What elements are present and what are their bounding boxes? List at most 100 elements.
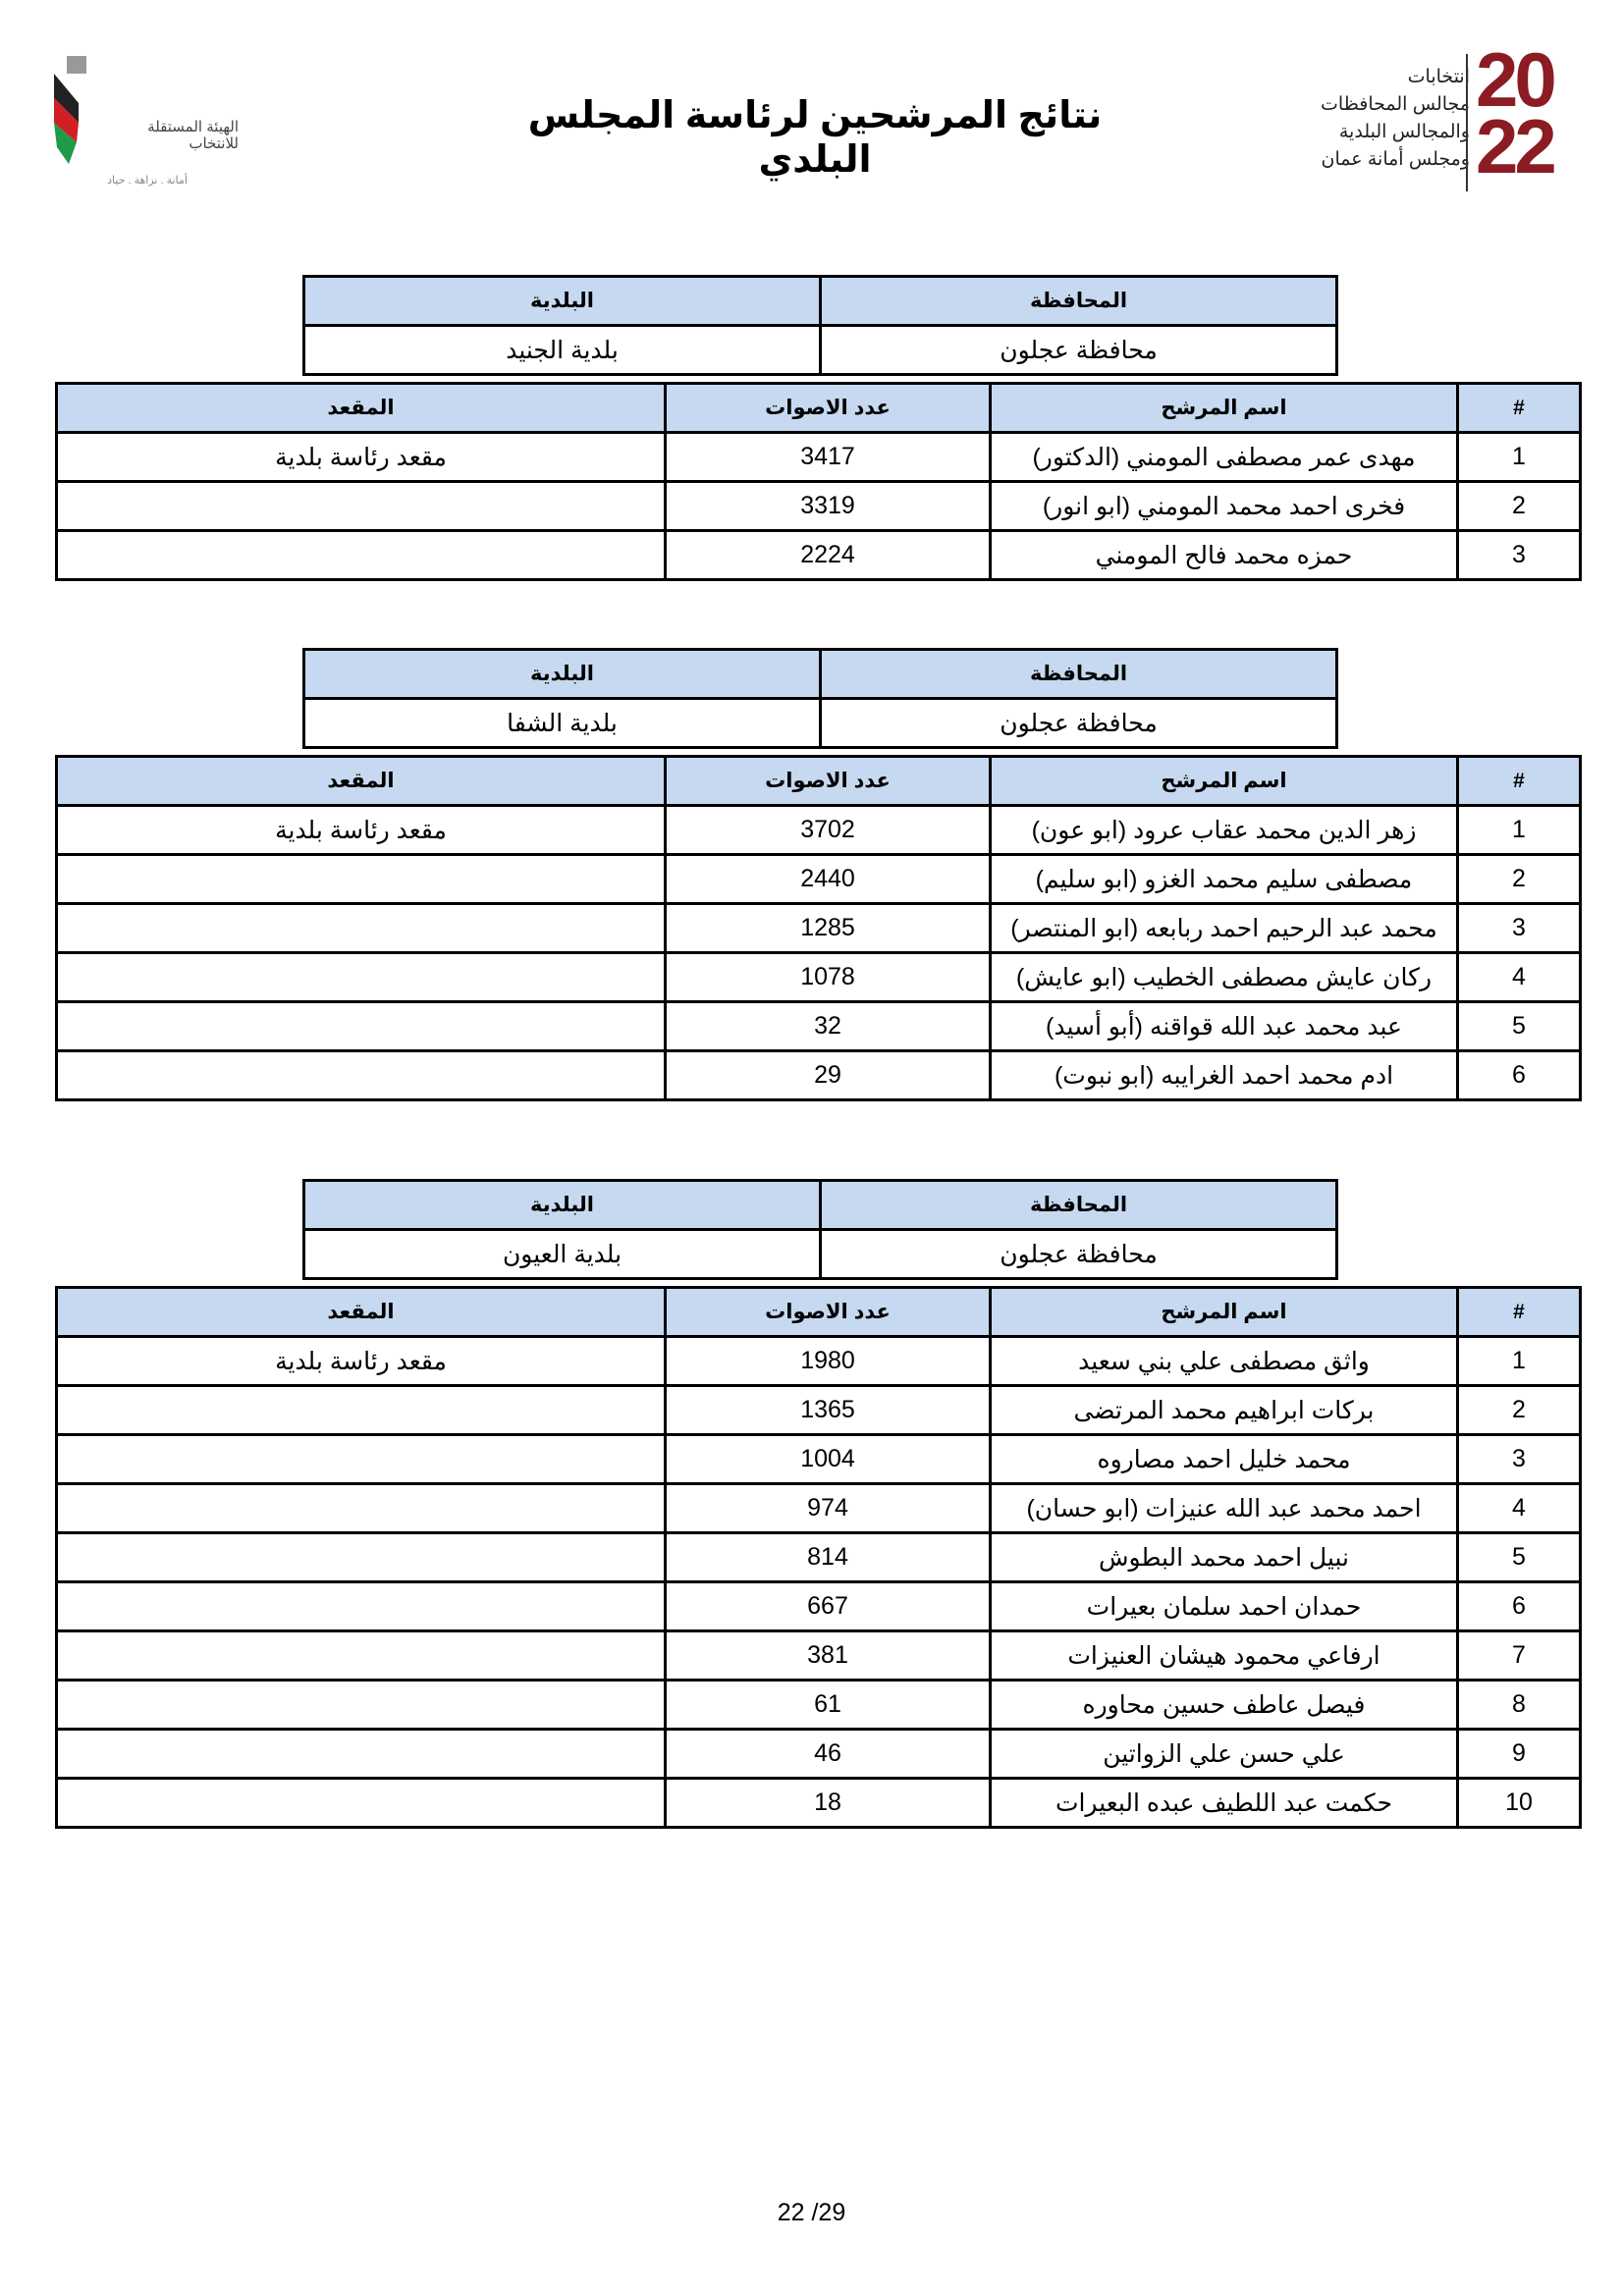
candidate-name: فخرى احمد محمد المومني (ابو انور) (989, 480, 1459, 532)
municipality-header: البلدية (302, 1179, 822, 1231)
municipality-value: بلدية الشفا (302, 697, 822, 749)
candidate-name: ركان عايش مصطفى الخطيب (ابو عايش) (989, 951, 1459, 1003)
row-index: 3 (1456, 529, 1582, 581)
seat (55, 1580, 667, 1632)
row-index: 6 (1456, 1580, 1582, 1632)
row-index: 10 (1456, 1777, 1582, 1829)
municipality-value: بلدية الجنيد (302, 324, 822, 376)
seat (55, 1531, 667, 1583)
elections-year: 20 22 (1476, 36, 1557, 189)
row-index: 1 (1456, 804, 1582, 856)
table-row: 9 علي حسن علي الزواتين 46 (55, 1728, 1582, 1780)
municipality-value: بلدية العيون (302, 1228, 822, 1280)
municipality-header: البلدية (302, 648, 822, 700)
row-index: 8 (1456, 1679, 1582, 1731)
row-index: 1 (1456, 1335, 1582, 1387)
vote-count: 3319 (664, 480, 992, 532)
table-row: 8 فيصل عاطف حسين محاوره 61 (55, 1679, 1582, 1731)
table-row: 7 ارفاعي محمود هيشان العنيزات 381 (55, 1629, 1582, 1682)
table-row: 2 فخرى احمد محمد المومني (ابو انور) 3319 (55, 480, 1582, 532)
table-row: 1 مهدى عمر مصطفى المومني (الدكتور) 3417 … (55, 431, 1582, 483)
candidates-table: # اسم المرشح عدد الاصوات المقعد 1 مهدى ع… (55, 382, 1582, 581)
row-index: 5 (1456, 1000, 1582, 1052)
seat (55, 480, 667, 532)
row-index: 2 (1456, 853, 1582, 905)
candidate-header: اسم المرشح (989, 1286, 1459, 1338)
votes-header: عدد الاصوات (664, 1286, 992, 1338)
candidate-name: علي حسن علي الزواتين (989, 1728, 1459, 1780)
candidate-name: محمد خليل احمد مصاروه (989, 1433, 1459, 1485)
candidate-name: مصطفى سليم محمد الغزو (ابو سليم) (989, 853, 1459, 905)
seat (55, 529, 667, 581)
index-header: # (1456, 382, 1582, 434)
table-row: 6 ادم محمد احمد الغرايبه (ابو نبوت) 29 (55, 1049, 1582, 1101)
table-row: 3 حمزه محمد فالح المومني 2224 (55, 529, 1582, 581)
governorate-value: محافظة عجلون (819, 1228, 1338, 1280)
vote-count: 1078 (664, 951, 992, 1003)
elections-logo-text: انتخابات مجالس المحافظات والمجالس البلدي… (1321, 67, 1470, 170)
iec-logo: الهيئة المستقلة للانتخاب أمانة . نزاهة .… (49, 54, 245, 191)
iec-tagline: أمانة . نزاهة . حياد (107, 175, 188, 187)
vote-count: 1365 (664, 1384, 992, 1436)
candidate-name: فيصل عاطف حسين محاوره (989, 1679, 1459, 1731)
seat: مقعد رئاسة بلدية (55, 804, 667, 856)
governorate-header: المحافظة (819, 275, 1338, 327)
seat (55, 853, 667, 905)
table-row: 2 بركات ابراهيم محمد المرتضى 1365 (55, 1384, 1582, 1436)
table-row: 5 عبد محمد عبد الله قواقنه (أبو أسيد) 32 (55, 1000, 1582, 1052)
page-number: 22 /29 (777, 2199, 846, 2226)
row-index: 3 (1456, 1433, 1582, 1485)
row-index: 4 (1456, 1482, 1582, 1534)
seat (55, 1629, 667, 1682)
vote-count: 61 (664, 1679, 992, 1731)
governorate-value: محافظة عجلون (819, 324, 1338, 376)
seat: مقعد رئاسة بلدية (55, 431, 667, 483)
vote-count: 18 (664, 1777, 992, 1829)
candidate-name: عبد محمد عبد الله قواقنه (أبو أسيد) (989, 1000, 1459, 1052)
candidate-name: واثق مصطفى علي بني سعيد (989, 1335, 1459, 1387)
location-table: المحافظة البلدية محافظة عجلون بلدية الجن… (302, 275, 1338, 376)
seat: مقعد رئاسة بلدية (55, 1335, 667, 1387)
vote-count: 32 (664, 1000, 992, 1052)
vote-count: 1285 (664, 902, 992, 954)
seat (55, 1049, 667, 1101)
vote-count: 29 (664, 1049, 992, 1101)
row-index: 2 (1456, 480, 1582, 532)
seat (55, 951, 667, 1003)
vote-count: 46 (664, 1728, 992, 1780)
vote-count: 974 (664, 1482, 992, 1534)
row-index: 7 (1456, 1629, 1582, 1682)
seat (55, 1482, 667, 1534)
candidate-header: اسم المرشح (989, 382, 1459, 434)
row-index: 2 (1456, 1384, 1582, 1436)
vote-count: 3702 (664, 804, 992, 856)
row-index: 4 (1456, 951, 1582, 1003)
seat (55, 1777, 667, 1829)
row-index: 6 (1456, 1049, 1582, 1101)
row-index: 5 (1456, 1531, 1582, 1583)
governorate-header: المحافظة (819, 648, 1338, 700)
vote-count: 381 (664, 1629, 992, 1682)
candidate-name: بركات ابراهيم محمد المرتضى (989, 1384, 1459, 1436)
logo-divider (1466, 54, 1468, 191)
vote-count: 3417 (664, 431, 992, 483)
table-row: 4 احمد محمد عبد الله عنيزات (ابو حسان) 9… (55, 1482, 1582, 1534)
table-row: 2 مصطفى سليم محمد الغزو (ابو سليم) 2440 (55, 853, 1582, 905)
candidate-name: محمد عبد الرحيم احمد ربابعه (ابو المنتصر… (989, 902, 1459, 954)
index-header: # (1456, 755, 1582, 807)
index-header: # (1456, 1286, 1582, 1338)
elections-2022-logo: انتخابات مجالس المحافظات والمجالس البلدي… (1296, 41, 1581, 196)
governorate-header: المحافظة (819, 1179, 1338, 1231)
seat-header: المقعد (55, 755, 667, 807)
candidate-name: ادم محمد احمد الغرايبه (ابو نبوت) (989, 1049, 1459, 1101)
candidate-name: ارفاعي محمود هيشان العنيزات (989, 1629, 1459, 1682)
iec-name: الهيئة المستقلة للانتخاب (147, 119, 239, 152)
vote-count: 814 (664, 1531, 992, 1583)
vote-count: 2440 (664, 853, 992, 905)
table-row: 3 محمد خليل احمد مصاروه 1004 (55, 1433, 1582, 1485)
candidates-table: # اسم المرشح عدد الاصوات المقعد 1 واثق م… (55, 1286, 1582, 1829)
location-table: المحافظة البلدية محافظة عجلون بلدية العي… (302, 1179, 1338, 1280)
municipality-header: البلدية (302, 275, 822, 327)
seat-header: المقعد (55, 1286, 667, 1338)
table-row: 4 ركان عايش مصطفى الخطيب (ابو عايش) 1078 (55, 951, 1582, 1003)
